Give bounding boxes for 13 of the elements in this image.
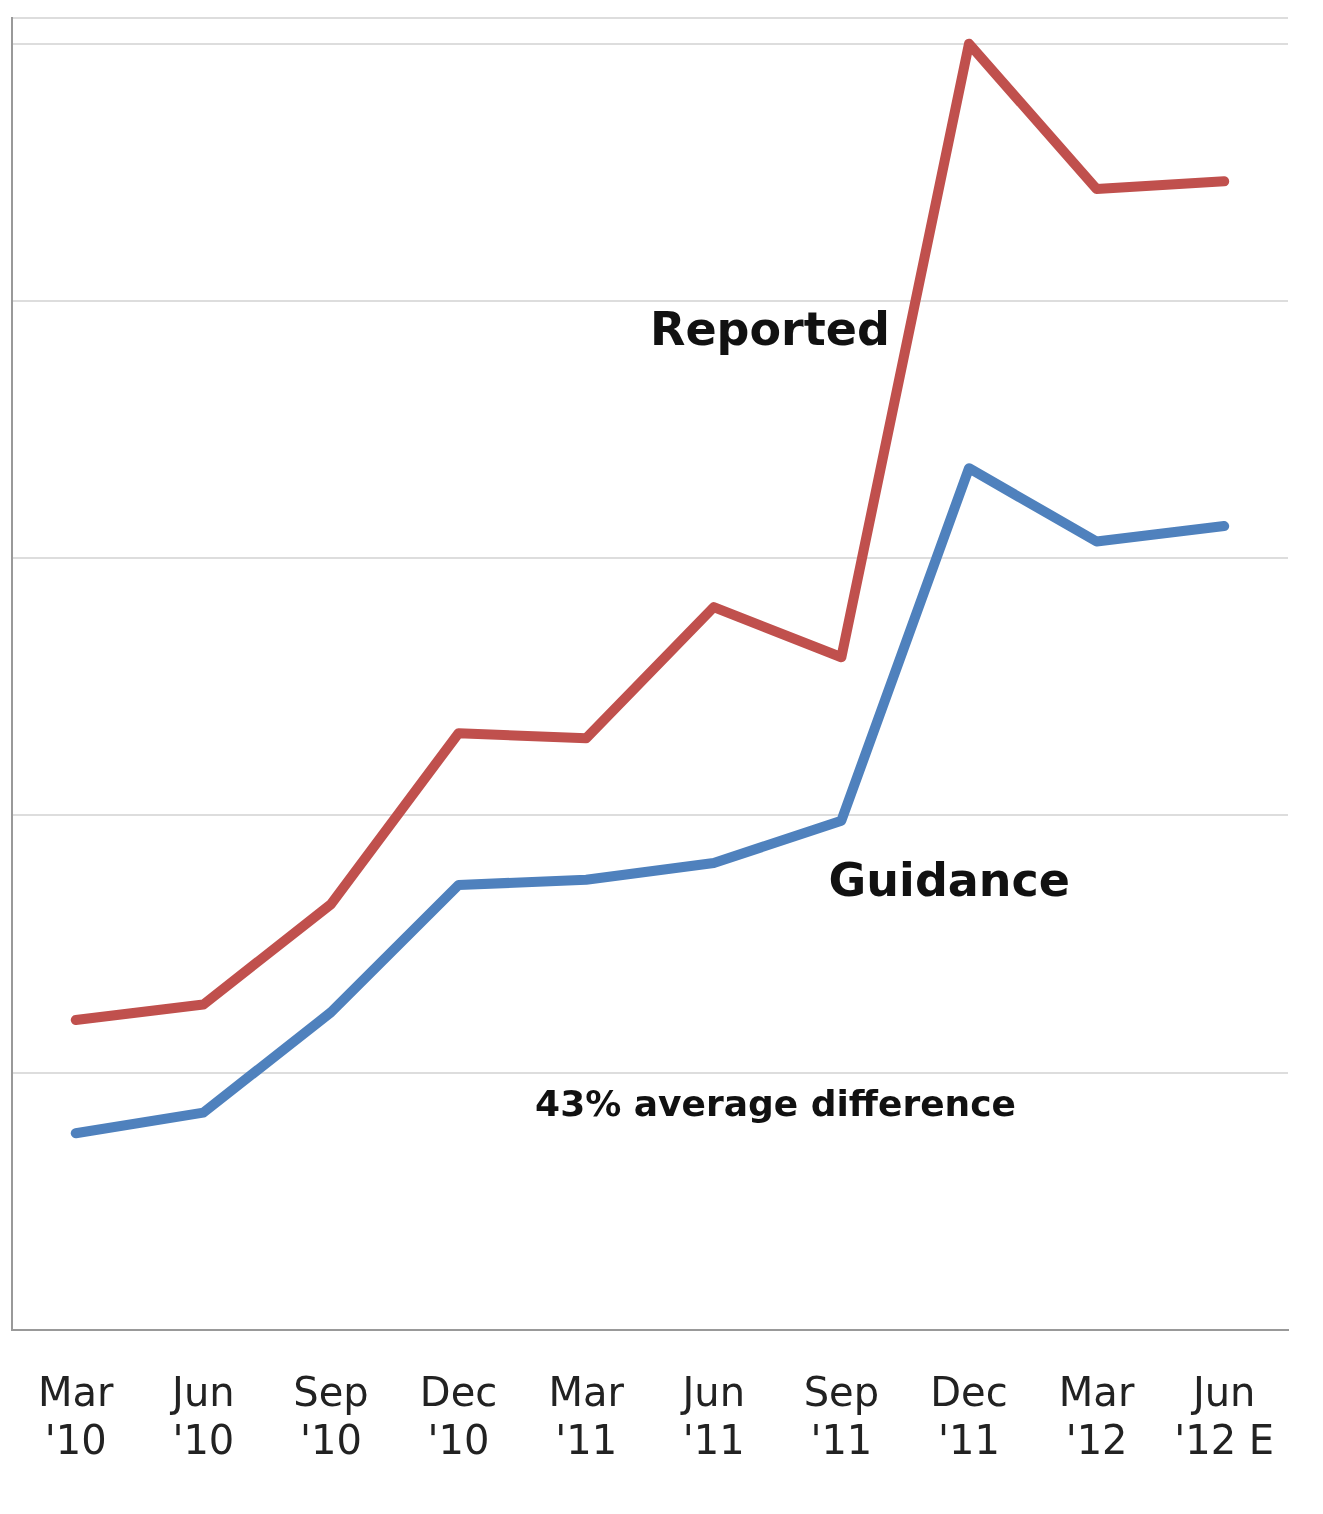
x-tick-label: Mar '10 bbox=[38, 1369, 115, 1464]
series-label: Reported bbox=[649, 301, 890, 356]
x-tick-label: Jun '11 bbox=[679, 1369, 746, 1464]
x-tick-label: Mar '11 bbox=[548, 1369, 625, 1464]
annotation: 43% average difference bbox=[535, 1083, 1017, 1125]
x-tick-label: Sep '10 bbox=[293, 1369, 369, 1464]
x-tick-label: Dec '11 bbox=[930, 1369, 1008, 1464]
x-tick-label: Sep '11 bbox=[803, 1369, 880, 1464]
x-tick-label: Jun '12 E bbox=[1174, 1369, 1275, 1464]
x-tick-label: Mar '12 bbox=[1058, 1369, 1135, 1464]
series-label: Guidance bbox=[828, 852, 1071, 907]
x-tick-label: Jun '10 bbox=[169, 1369, 235, 1464]
x-tick-label: Dec '10 bbox=[419, 1369, 498, 1464]
